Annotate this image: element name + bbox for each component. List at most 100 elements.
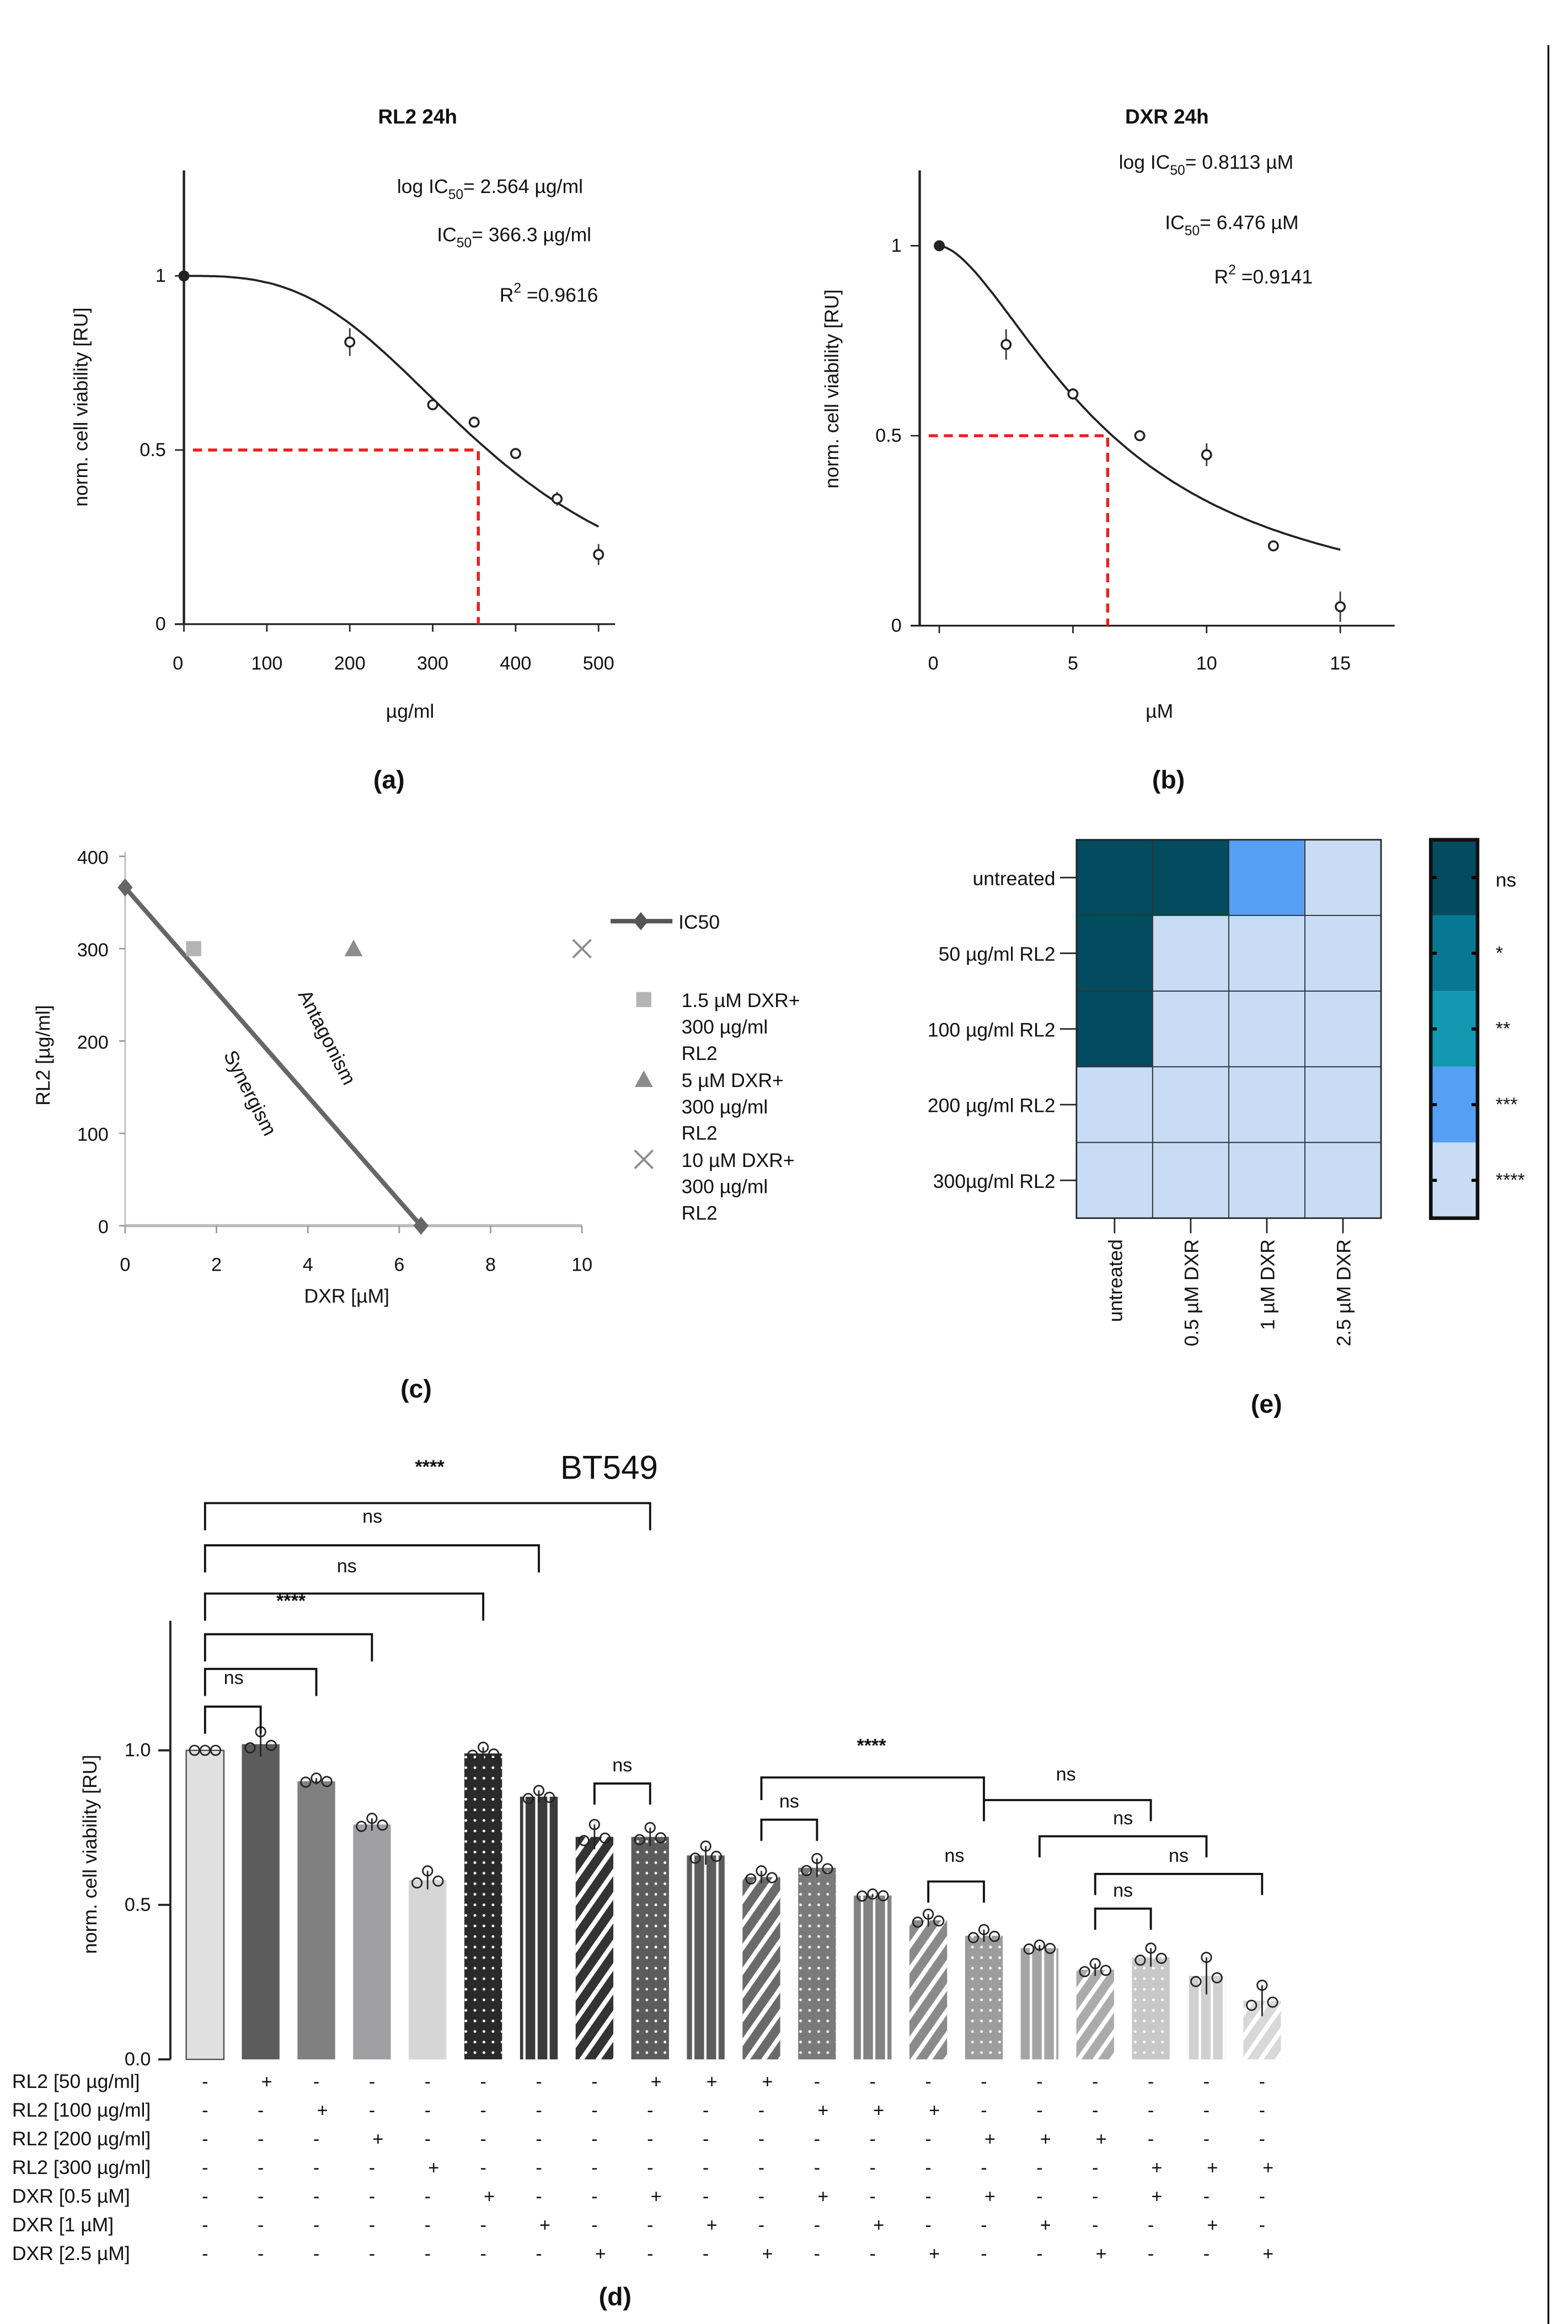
data-point (934, 240, 945, 251)
annotation-subscript: 50 (1170, 163, 1185, 178)
heatmap-row-label: 100 µg/ml RL2 (928, 1019, 1056, 1041)
replicate-point (199, 1744, 211, 1756)
data-point (552, 493, 563, 505)
significance-bracket (1094, 1907, 1152, 1930)
replicate-point (1155, 1952, 1167, 1964)
replicate-point (644, 1822, 656, 1834)
treatment-plus: + (817, 2186, 828, 2207)
treatment-minus: - (925, 2215, 931, 2236)
data-point (1267, 540, 1279, 551)
treatment-minus: - (981, 2215, 987, 2236)
x-tick-label: 500 (583, 653, 614, 674)
replicate-point (745, 1873, 757, 1885)
treatment-minus: - (703, 2129, 709, 2150)
replicate-point (366, 1812, 378, 1824)
fit-annotation: R2 =0.9141 (1214, 263, 1313, 288)
treatment-minus: - (369, 2100, 375, 2121)
treatment-minus: - (703, 2157, 709, 2178)
fit-annotation: log IC50= 2.564 µg/ml (397, 175, 583, 202)
treatment-row-label: RL2 [100 µg/ml] (12, 2099, 151, 2121)
ic50-isobole-line (123, 886, 423, 1228)
significance-label: **** (857, 1736, 886, 1757)
bar-pattern-vstripes (1020, 1948, 1059, 2060)
y-tick-label: 100 (77, 1124, 109, 1145)
treatment-minus: - (425, 2100, 431, 2121)
treatment-minus: - (1148, 2071, 1154, 2092)
bar-pattern-diag (742, 1877, 780, 2060)
treatment-minus: - (536, 2186, 542, 2207)
annotation-prefix: R (1214, 266, 1229, 288)
treatment-minus: - (536, 2157, 542, 2178)
panel-label-a: (a) (373, 765, 405, 794)
treatment-minus: - (1036, 2243, 1042, 2264)
replicate-point (432, 1875, 444, 1887)
treatment-plus: + (873, 2100, 884, 2121)
treatment-plus: + (1262, 2243, 1273, 2264)
replicate-point (1079, 1966, 1090, 1978)
x-tick-label: 300 (417, 653, 448, 674)
replicate-point (1100, 1964, 1111, 1976)
treatment-minus: - (425, 2215, 431, 2236)
fit-annotation: IC50= 6.476 µM (1165, 212, 1298, 239)
treatment-minus: - (1259, 2129, 1265, 2150)
x-tick-label: 0 (173, 653, 183, 674)
treatment-minus: - (313, 2186, 319, 2207)
bar (409, 1880, 447, 2060)
replicate-point (1044, 1942, 1056, 1954)
significance-label: ns (1113, 1808, 1133, 1829)
significance-bracket (983, 1799, 1152, 1822)
x-tick-label: 5 (1068, 653, 1078, 674)
treatment-minus: - (480, 2243, 486, 2264)
treatment-minus: - (870, 2186, 876, 2207)
treatment-minus: - (814, 2157, 820, 2178)
legend-combo-label: 5 µM DXR+ (682, 1069, 784, 1091)
treatment-minus: - (814, 2071, 820, 2092)
significance-bracket (593, 1782, 651, 1805)
annotation-subscript: 50 (1185, 223, 1200, 238)
treatment-minus: - (536, 2071, 542, 2092)
data-point (593, 549, 604, 560)
chart-title: RL2 24h (378, 105, 457, 128)
data-point (344, 336, 356, 348)
significance-bracket (204, 1633, 373, 1662)
legend-combo-label: 1.5 µM DXR+ (682, 989, 800, 1011)
treatment-minus: - (202, 2100, 208, 2121)
treatment-minus: - (758, 2186, 764, 2207)
significance-bracket (204, 1592, 485, 1621)
annotation-value: =0.9616 (521, 284, 598, 306)
y-axis-label: norm. cell viability [RU] (79, 1755, 101, 1954)
significance-label: ns (337, 1556, 357, 1577)
treatment-minus: - (1203, 2100, 1210, 2121)
annotation-prefix: IC (1165, 212, 1185, 234)
data-point (510, 448, 521, 459)
fit-curve (939, 244, 1341, 551)
replicate-point (967, 1932, 979, 1943)
treatment-minus: - (647, 2157, 653, 2178)
y-tick-label: 0.5 (140, 440, 165, 460)
treatment-plus: + (929, 2243, 940, 2264)
treatment-plus: + (984, 2129, 996, 2150)
treatment-row-label: DXR [1 µM] (12, 2214, 114, 2236)
treatment-plus: + (261, 2071, 272, 2092)
bar-pattern-vstripes (687, 1855, 725, 2060)
significance-label: **** (415, 1456, 445, 1477)
data-point (1201, 449, 1212, 460)
legend-ic50-marker (633, 912, 649, 930)
annotation-subscript: 50 (448, 188, 463, 202)
heatmap-row-label: 50 µg/ml RL2 (939, 943, 1056, 965)
treatment-plus: + (707, 2071, 718, 2092)
legend-border (1428, 838, 1480, 1220)
annotation-prefix: log IC (1119, 151, 1170, 173)
treatment-plus: + (595, 2243, 606, 2264)
heatmap-cell (1228, 990, 1305, 1068)
treatment-minus: - (313, 2215, 319, 2236)
bar-pattern-vstripes (854, 1895, 892, 2060)
significance-label: **** (276, 1591, 306, 1611)
treatment-plus: + (484, 2186, 495, 2207)
legend-square-marker (636, 992, 651, 1008)
x-tick-label: 10 (1196, 653, 1217, 674)
data-point (1134, 430, 1146, 442)
treatment-minus: - (425, 2129, 431, 2150)
legend-combo-label: RL2 (682, 1202, 718, 1224)
x-tick-label: 6 (394, 1255, 404, 1276)
